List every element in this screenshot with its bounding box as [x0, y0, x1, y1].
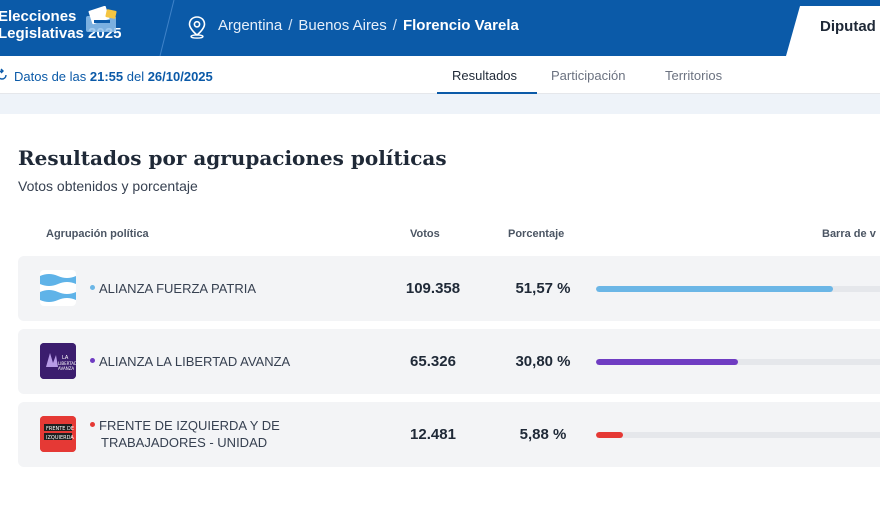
timestamp-prefix: Datos de las	[14, 69, 90, 84]
argentina-flag-icon	[40, 270, 76, 306]
party-votes: 65.326	[410, 353, 456, 370]
party-votes: 12.481	[410, 426, 456, 443]
tab-resultados[interactable]: Resultados	[452, 68, 518, 83]
breadcrumb-separator: /	[288, 17, 293, 34]
top-header: Elecciones Legislativas 2025 Argentina / B…	[0, 0, 880, 56]
party-percent: 51,57 %	[515, 280, 571, 297]
header-divider	[159, 0, 175, 56]
brand-line-1: Elecciones	[0, 8, 77, 25]
table-row[interactable]: ALIANZA FUERZA PATRIA 109.358 51,57 %	[18, 256, 880, 321]
category-tab-diputados[interactable]: Diputad	[820, 18, 876, 35]
location-pin-icon	[188, 16, 206, 39]
ballot-box-icon	[86, 6, 117, 32]
party-name-text-line2: TRABAJADORES - UNIDAD	[101, 435, 268, 450]
party-name: FRENTE DE IZQUIERDA Y DE TRABAJADORES - …	[90, 417, 280, 451]
svg-text:IZQUIERDA: IZQUIERDA	[46, 435, 74, 441]
breadcrumb-separator: /	[392, 17, 397, 34]
party-name-text: ALIANZA FUERZA PATRIA	[99, 281, 256, 296]
party-percent: 5,88 %	[519, 426, 567, 443]
svg-text:LIBERTAD: LIBERTAD	[58, 361, 76, 366]
timestamp-time: 21:55	[89, 69, 124, 84]
vote-bar-fill	[596, 286, 833, 292]
vote-bar-fill	[596, 359, 738, 365]
column-header-party: Agrupación política	[46, 228, 149, 240]
vote-bar-fill	[596, 432, 623, 438]
svg-text:LA: LA	[62, 355, 69, 361]
frente-izquierda-logo: FRENTE DE IZQUIERDA	[40, 416, 76, 452]
subbar-shadow	[0, 94, 880, 114]
breadcrumb-province[interactable]: Buenos Aires	[298, 17, 387, 34]
column-header-bar: Barra de v	[822, 228, 876, 240]
party-color-dot	[90, 285, 95, 291]
brand-logo[interactable]: Elecciones Legislativas 2025	[0, 6, 148, 50]
party-percent: 30,80 %	[515, 353, 571, 370]
party-color-dot	[90, 422, 95, 428]
tab-territorios[interactable]: Territorios	[665, 68, 723, 83]
table-row[interactable]: FRENTE DE IZQUIERDA FRENTE DE IZQUIERDA …	[18, 402, 880, 467]
party-color-dot	[90, 358, 95, 364]
active-tab-indicator	[437, 92, 537, 94]
party-name-text: FRENTE DE IZQUIERDA Y DE	[99, 418, 280, 433]
breadcrumb-municipality: Florencio Varela	[402, 17, 519, 34]
breadcrumb-country[interactable]: Argentina	[218, 17, 283, 34]
table-row[interactable]: LA LIBERTAD AVANZA ALIANZA LA LIBERTAD A…	[18, 329, 880, 394]
data-timestamp: Datos de las 21:55 del 26/10/2025	[14, 69, 213, 84]
sub-navigation: Datos de las 21:55 del 26/10/2025 Result…	[0, 56, 880, 94]
column-header-percent: Porcentaje	[508, 228, 565, 240]
vote-bar-track	[596, 432, 880, 438]
tab-participacion[interactable]: Participación	[551, 68, 626, 83]
category-tab-shape	[786, 6, 880, 56]
party-name: ALIANZA FUERZA PATRIA	[90, 280, 256, 297]
party-votes: 109.358	[405, 280, 461, 297]
section-subtitle: Votos obtenidos y porcentaje	[18, 178, 198, 194]
section-title: Resultados por agrupaciones políticas	[18, 146, 447, 170]
timestamp-date: 26/10/2025	[147, 69, 213, 84]
refresh-icon	[0, 68, 7, 80]
svg-text:AVANZA: AVANZA	[58, 366, 74, 371]
party-name: ALIANZA LA LIBERTAD AVANZA	[90, 353, 290, 370]
breadcrumb: Argentina / Buenos Aires / Florencio Varela	[218, 17, 519, 34]
timestamp-mid: del	[123, 69, 148, 84]
vote-bar-track	[596, 359, 880, 365]
column-header-votes: Votos	[410, 228, 440, 240]
vote-bar-track	[596, 286, 880, 292]
party-name-text: ALIANZA LA LIBERTAD AVANZA	[99, 354, 291, 369]
svg-text:FRENTE DE: FRENTE DE	[46, 426, 74, 432]
libertad-avanza-logo: LA LIBERTAD AVANZA	[40, 343, 76, 379]
